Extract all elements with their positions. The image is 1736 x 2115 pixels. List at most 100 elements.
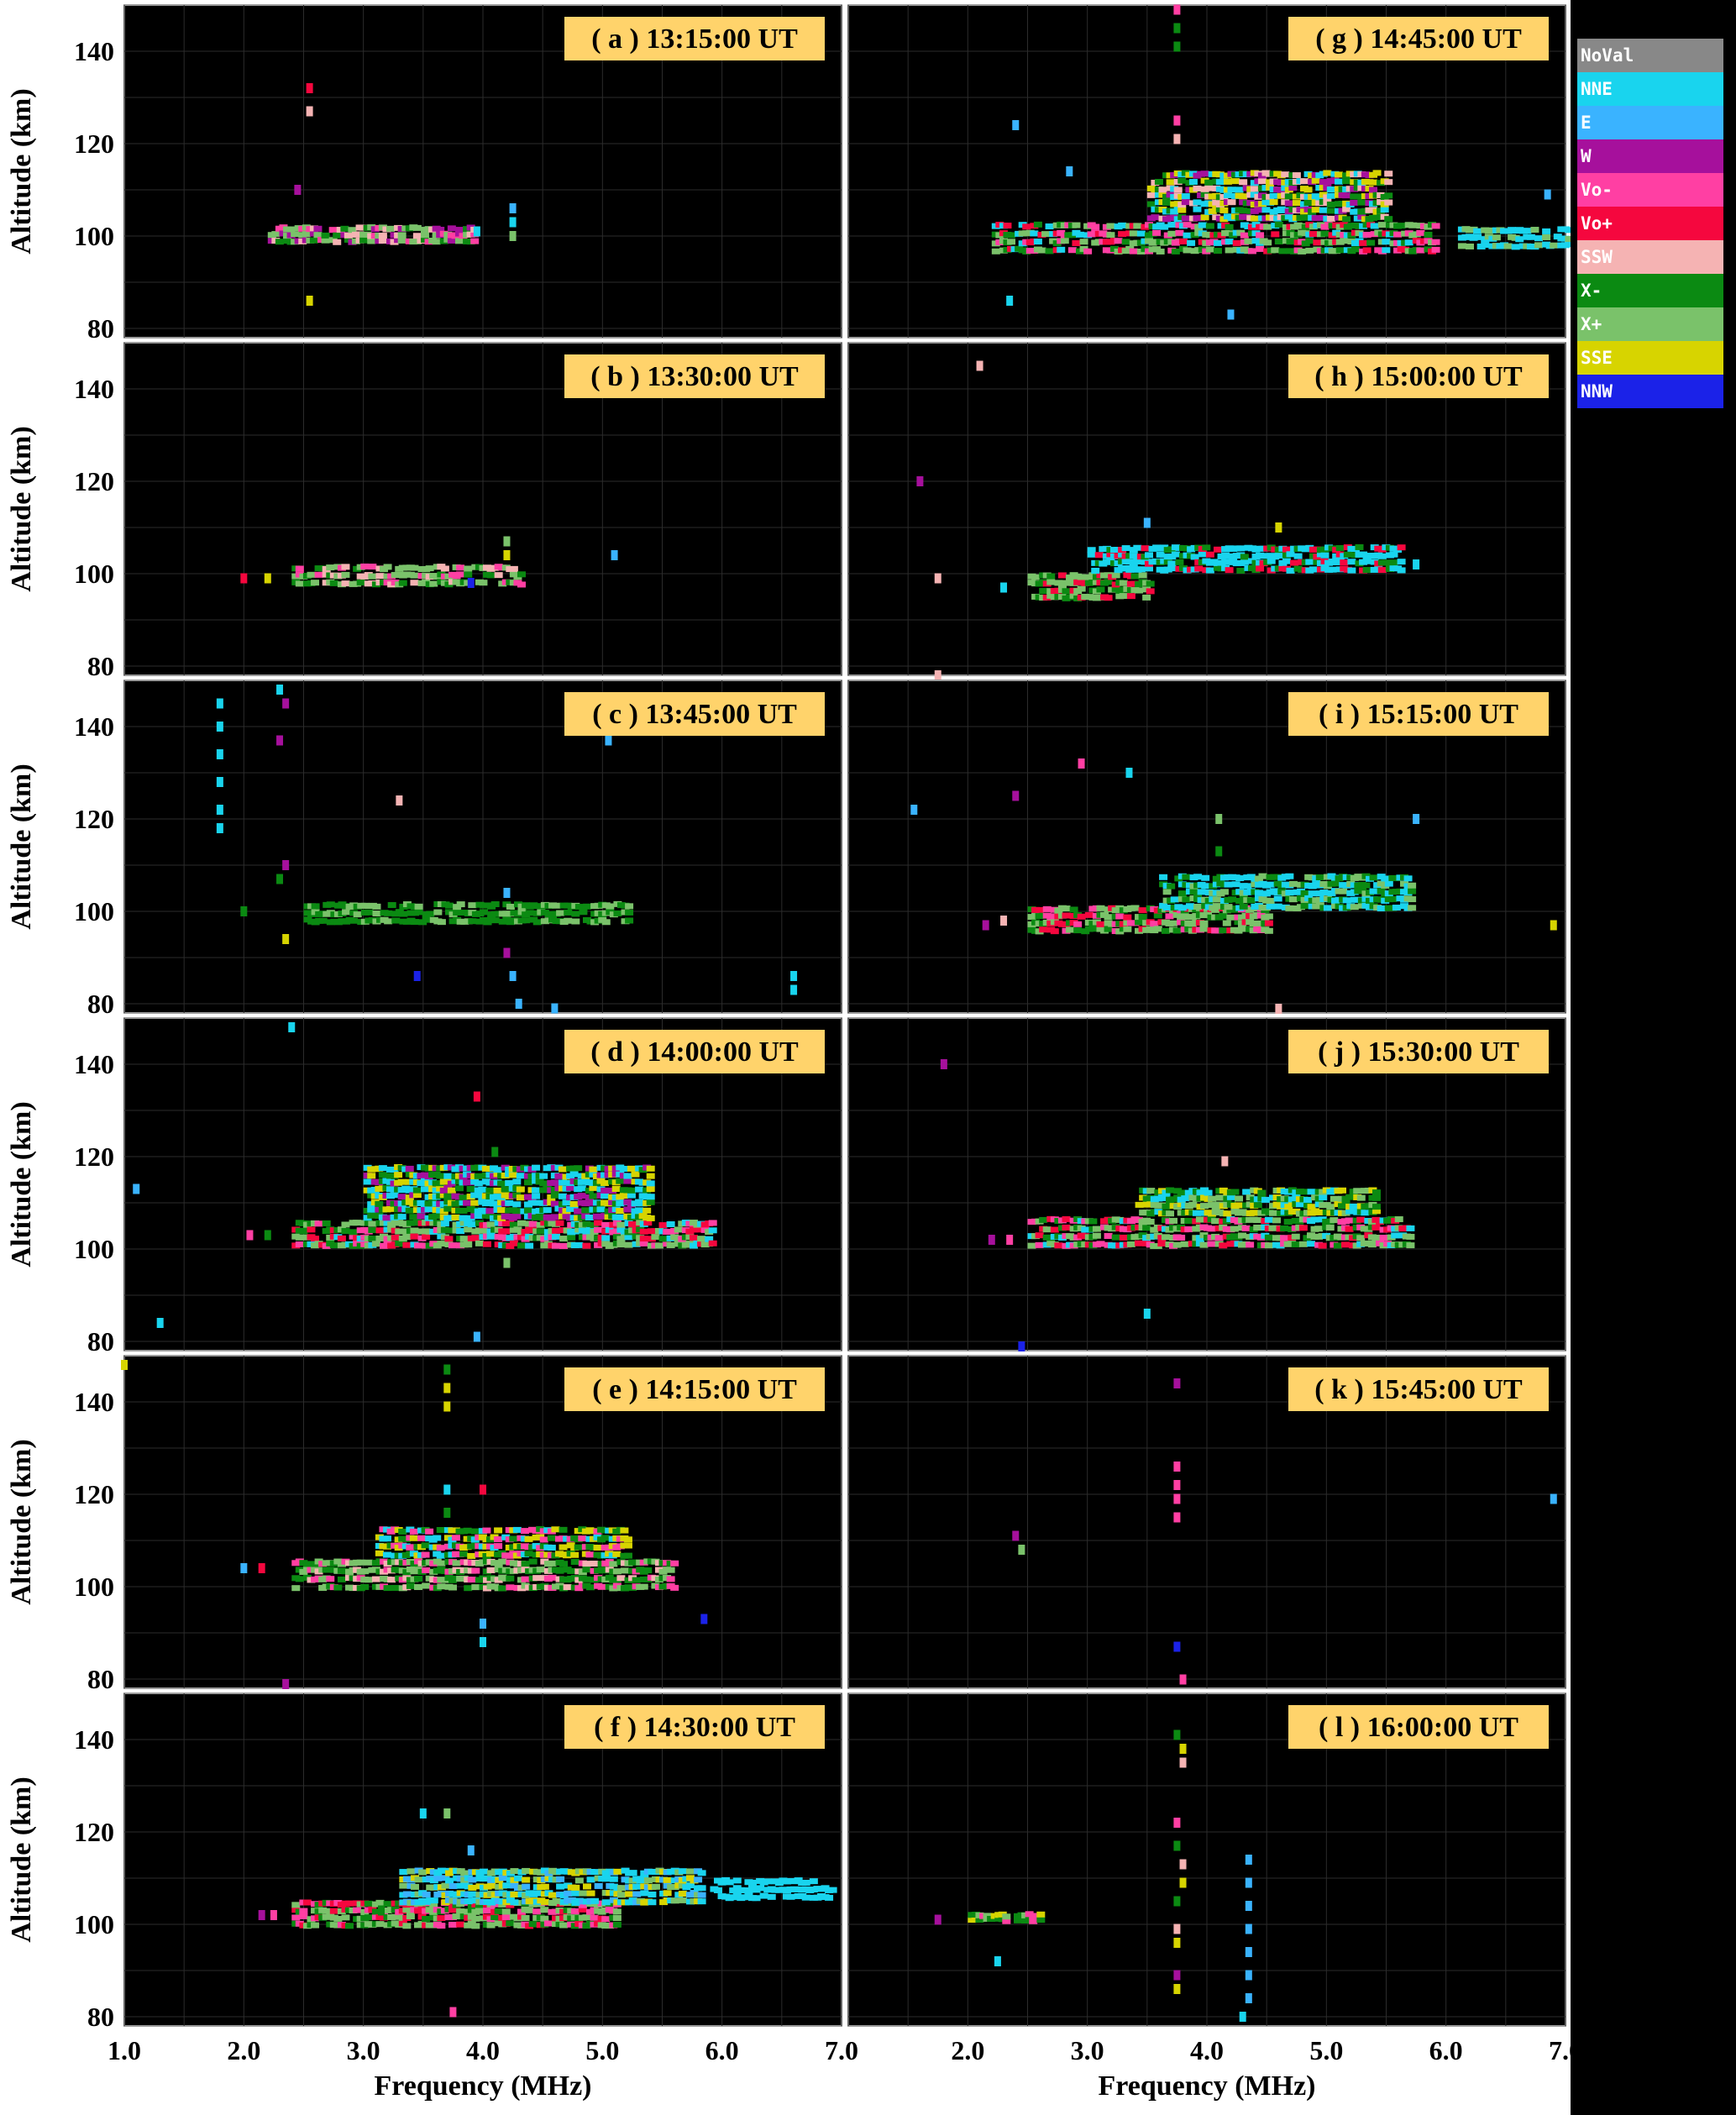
echo-point <box>240 906 248 916</box>
echo-point <box>394 1172 403 1178</box>
echo-point <box>1530 227 1539 234</box>
echo-point <box>1172 927 1182 934</box>
echo-point <box>1091 567 1100 574</box>
echo-point <box>570 1559 580 1566</box>
echo-point <box>1173 1493 1181 1504</box>
echo-point <box>1362 567 1371 574</box>
echo-point <box>1029 1918 1038 1924</box>
echo-point <box>494 1527 503 1534</box>
echo-point <box>1361 1210 1370 1216</box>
y-axis-label: Altitude (km) <box>6 1439 37 1604</box>
echo-point <box>341 564 350 570</box>
echo-point <box>1457 243 1466 249</box>
echo-point <box>422 1567 431 1574</box>
echo-point <box>1285 890 1294 896</box>
echo-point <box>556 1883 565 1890</box>
echo-point <box>1266 881 1275 888</box>
timestamp-badge <box>1288 1030 1549 1073</box>
echo-point <box>1269 1210 1278 1216</box>
timestamp-label: ( h ) 15:00:00 UT <box>1314 361 1523 392</box>
echo-point <box>601 1899 611 1906</box>
echo-point <box>1193 199 1202 206</box>
echo-point <box>697 1885 706 1892</box>
echo-point <box>1300 178 1309 185</box>
echo-point <box>512 1178 522 1185</box>
echo-point <box>1201 883 1210 890</box>
y-tick-label: 140 <box>74 1387 114 1417</box>
echo-point <box>1161 1234 1170 1241</box>
echo-point <box>329 1242 338 1249</box>
echo-point <box>216 722 223 732</box>
echo-point <box>385 225 395 232</box>
echo-point <box>1245 1970 1252 1981</box>
echo-point <box>479 580 488 586</box>
echo-point <box>571 1884 580 1891</box>
echo-point <box>1356 1216 1366 1223</box>
echo-point <box>1523 228 1532 234</box>
echo-point <box>1359 239 1368 246</box>
echo-point <box>1534 235 1543 242</box>
echo-point <box>646 1180 655 1187</box>
echo-point <box>1264 1234 1273 1241</box>
echo-point <box>1369 874 1378 881</box>
echo-point <box>713 1887 722 1893</box>
echo-point <box>625 917 634 924</box>
echo-point <box>1377 553 1387 559</box>
echo-point <box>1264 1242 1273 1249</box>
echo-point <box>1173 1840 1181 1851</box>
echo-point <box>425 565 434 572</box>
echo-cluster <box>1087 543 1406 574</box>
echo-point <box>412 1187 422 1194</box>
echo-point <box>1311 177 1320 184</box>
echo-point <box>1550 920 1557 931</box>
echo-point <box>1018 1545 1025 1555</box>
panel-f-14-30-00-ut: ( f ) 14:30:00 UT <box>123 1679 842 2027</box>
echo-point <box>470 1528 480 1535</box>
echo-point <box>1204 179 1214 186</box>
echo-point <box>558 1179 567 1186</box>
echo-point <box>658 1222 668 1229</box>
echo-point <box>1261 207 1271 213</box>
echo-point <box>1207 1225 1216 1232</box>
echo-point <box>1115 913 1125 920</box>
echo-point <box>556 1876 565 1882</box>
echo-point <box>564 909 573 916</box>
echo-point <box>1166 179 1175 186</box>
panel-g-14-45-00-ut: ( g ) 14:45:00 UT <box>847 4 1574 339</box>
echo-point <box>1177 177 1187 184</box>
echo-cluster <box>375 1525 632 1559</box>
echo-point <box>551 1227 560 1234</box>
echo-point <box>639 1236 648 1242</box>
echo-point <box>414 903 423 910</box>
echo-point <box>1391 1232 1400 1239</box>
echo-point <box>1199 926 1209 932</box>
echo-point <box>1313 239 1322 246</box>
echo-point <box>418 1869 427 1876</box>
echo-point <box>282 698 290 709</box>
echo-point <box>337 1235 346 1241</box>
echo-point <box>1118 222 1127 228</box>
echo-point <box>1035 1232 1044 1239</box>
echo-point <box>1345 1217 1354 1224</box>
panel-l-16-00-00-ut: ( l ) 16:00:00 UT <box>847 1674 1566 2027</box>
echo-point <box>1565 236 1574 243</box>
echo-point <box>1335 171 1344 178</box>
echo-point <box>601 1916 611 1923</box>
echo-point <box>246 1230 254 1241</box>
echo-point <box>1160 223 1169 230</box>
echo-point <box>1181 193 1190 200</box>
echo-point <box>1050 928 1059 935</box>
echo-point <box>1135 1201 1144 1208</box>
echo-point <box>582 1242 591 1249</box>
echo-point <box>1173 115 1181 126</box>
echo-point <box>616 1208 625 1215</box>
echo-point <box>1269 199 1278 206</box>
echo-point <box>454 1185 464 1192</box>
echo-point <box>666 1576 675 1582</box>
echo-point <box>1226 914 1235 921</box>
echo-point <box>468 902 477 909</box>
echo-point <box>612 1908 621 1915</box>
echo-point <box>378 1172 387 1178</box>
echo-point <box>543 1207 552 1214</box>
echo-point <box>506 1575 515 1582</box>
